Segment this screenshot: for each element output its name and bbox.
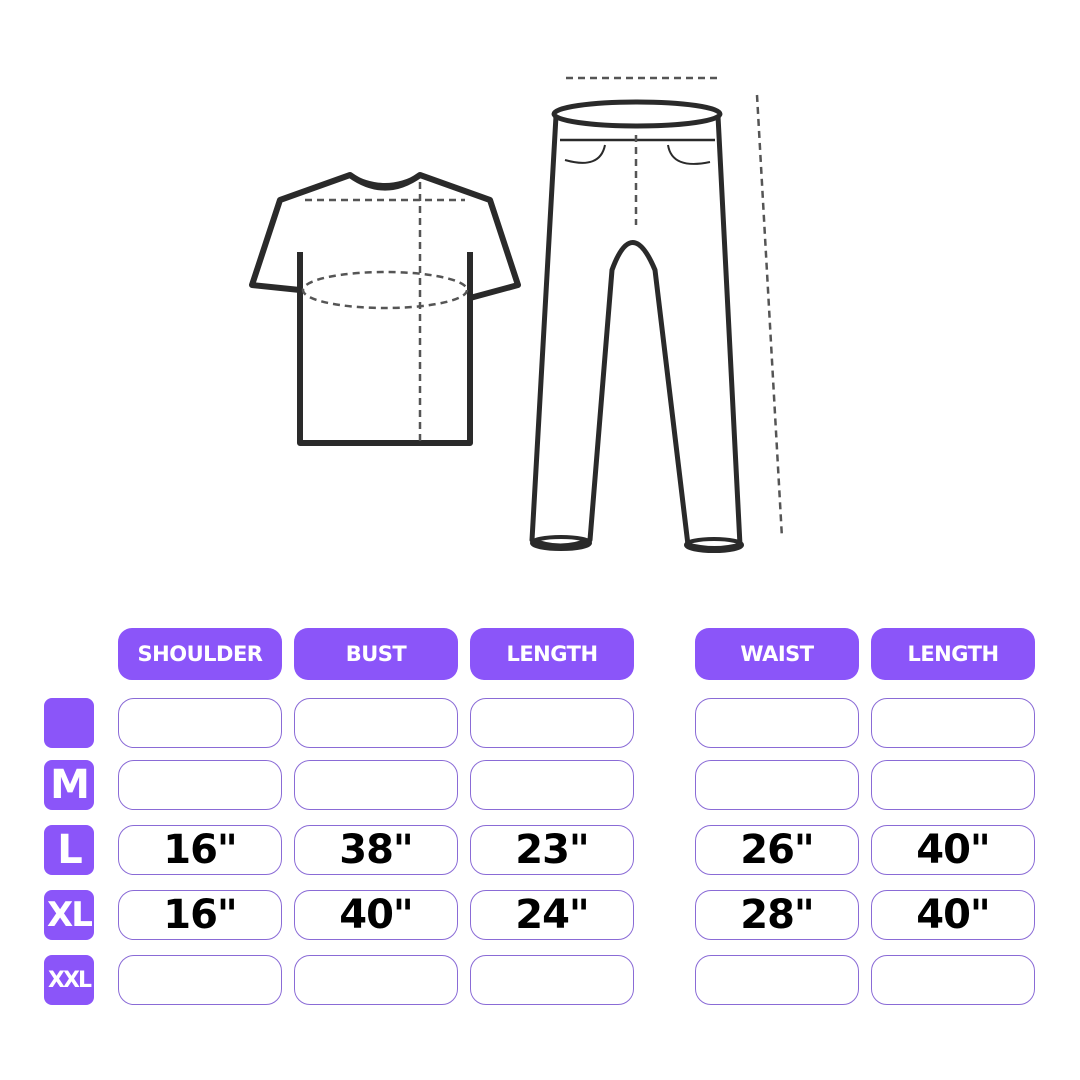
- table-cell: 38": [294, 825, 458, 875]
- column-header: SHOULDER: [118, 628, 282, 680]
- table-cell: [871, 698, 1035, 748]
- table-cell: 28": [695, 890, 859, 940]
- pants-measure-lines: [566, 76, 784, 539]
- table-cell: [118, 955, 282, 1005]
- column-header: LENGTH: [871, 628, 1035, 680]
- table-cell: [118, 760, 282, 810]
- table-cell: [695, 760, 859, 810]
- table-cell: [695, 955, 859, 1005]
- size-label: [44, 698, 94, 748]
- table-cell: 16": [118, 890, 282, 940]
- table-cell: [871, 760, 1035, 810]
- column-header: WAIST: [695, 628, 859, 680]
- table-cell: 40": [871, 825, 1035, 875]
- column-header: LENGTH: [470, 628, 634, 680]
- garment-illustrations: [249, 76, 784, 553]
- table-cell: 24": [470, 890, 634, 940]
- table-cell: [470, 698, 634, 748]
- table-cell: [294, 760, 458, 810]
- table-cell: 23": [470, 825, 634, 875]
- table-cell: [470, 760, 634, 810]
- table-cell: 16": [118, 825, 282, 875]
- size-label: XXL: [44, 955, 94, 1005]
- column-header: BUST: [294, 628, 458, 680]
- size-label: L: [44, 825, 94, 875]
- table-cell: [470, 955, 634, 1005]
- size-label: M: [44, 760, 94, 810]
- table-cell: 40": [871, 890, 1035, 940]
- table-cell: [294, 955, 458, 1005]
- table-cell: 26": [695, 825, 859, 875]
- table-cell: [118, 698, 282, 748]
- t-shirt-illustration: [249, 172, 521, 446]
- table-cell: 40": [294, 890, 458, 940]
- table-cell: [871, 955, 1035, 1005]
- t-shirt-measure-lines: [301, 182, 469, 442]
- pants-illustration: [529, 99, 744, 553]
- table-cell: [695, 698, 859, 748]
- table-cell: [294, 698, 458, 748]
- size-label: XL: [44, 890, 94, 940]
